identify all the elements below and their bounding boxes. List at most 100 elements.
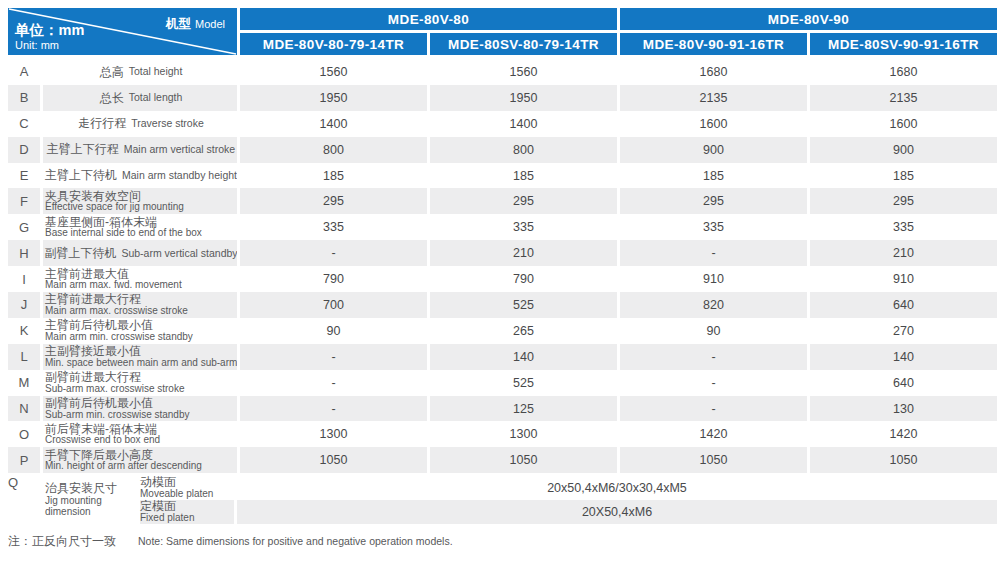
row-label: 副臂上下待机Sub-arm vertical standby [43, 240, 237, 266]
row-value: 1950 [240, 85, 427, 111]
unit-axis-label: 单位：mm Unit: mm [15, 23, 84, 51]
row-label-en: Main arm max. fwd. movement [45, 280, 182, 291]
row-label-cn: 治具安装尺寸 [45, 482, 137, 495]
row-value: 640 [810, 292, 997, 318]
row-label-cn: 副臂前后待机最小值 [45, 397, 153, 410]
row-value: 185 [430, 163, 617, 189]
row-value: - [620, 370, 807, 396]
row-value: 185 [810, 163, 997, 189]
platen-label-en: Moveable platen [140, 489, 234, 500]
unit-label-en: Unit: mm [15, 39, 84, 51]
row-label: 主臂前后待机最小值Main arm min. crosswise standby [43, 318, 237, 344]
row-label-cn: 主臂前后待机最小值 [45, 319, 153, 332]
row-label-en: Jig mounting [45, 495, 137, 506]
row-value: 800 [240, 137, 427, 163]
row-label: 主副臂接近最小值Min. space between main arm and … [43, 344, 237, 370]
row-label: 副臂前后待机最小值Sub-arm min. crosswise standby [43, 396, 237, 422]
row-value: 1560 [430, 59, 617, 85]
row-letter: M [8, 370, 40, 396]
jig-sub-rows: 动模面 Moveable platen 20x50,4xM6/30x30,4xM… [140, 475, 997, 524]
footer-note-en: Note: Same dimensions for positive and n… [138, 535, 453, 547]
platen-label-en: Fixed platen [140, 513, 234, 524]
row-value: 20x50,4xM6/30x30,4xM5 [237, 475, 997, 500]
model-group-header-80: MDE-80V-80 [240, 8, 617, 30]
row-value: 335 [430, 214, 617, 240]
row-value: 140 [810, 344, 997, 370]
row-label-en: Sub-arm min. crosswise standby [45, 410, 190, 421]
row-value: 700 [240, 292, 427, 318]
model-group-header-90: MDE-80V-90 [620, 8, 997, 30]
row-value: 1420 [620, 421, 807, 447]
table-row: P手臂下降后最小高度Min. height of arm after desce… [8, 447, 997, 473]
row-label: 手臂下降后最小高度Min. height of arm after descen… [43, 447, 237, 473]
table-header: 机型 Model 单位：mm Unit: mm MDE-80V-80 MDE-80… [8, 8, 997, 55]
table-row: N副臂前后待机最小值Sub-arm min. crosswise standby… [8, 396, 997, 422]
row-label-en: dimension [45, 506, 137, 517]
row-value: 1400 [430, 111, 617, 137]
row-label-en: Effective space for jig mounting [45, 202, 184, 213]
row-letter: P [8, 447, 40, 473]
row-value: 790 [240, 266, 427, 292]
row-label-en: Sub-arm vertical standby [121, 248, 237, 259]
row-value: 1420 [810, 421, 997, 447]
table-row: J主臂前进最大行程Main arm max. crosswise stroke7… [8, 292, 997, 318]
row-label: 基座里侧面-箱体末端Base internal side to end of t… [43, 214, 237, 240]
spec-sheet-page: 机型 Model 单位：mm Unit: mm MDE-80V-80 MDE-80… [0, 0, 1000, 563]
table-row: E主臂上下待机Main arm standby height1851851851… [8, 163, 997, 189]
row-label-en: Sub-arm max. crosswise stroke [45, 384, 184, 395]
footer-note: 注：正反向尺寸一致 Note: Same dimensions for posi… [8, 533, 997, 550]
corner-cell: 机型 Model 单位：mm Unit: mm [8, 8, 237, 55]
table-row: L主副臂接近最小值Min. space between main arm and… [8, 344, 997, 370]
table-row: G基座里侧面-箱体末端Base internal side to end of … [8, 214, 997, 240]
row-value: - [240, 396, 427, 422]
row-letter: J [8, 292, 40, 318]
row-label-en: Main arm max. crosswise stroke [45, 306, 188, 317]
row-value: 820 [620, 292, 807, 318]
row-value: 210 [810, 240, 997, 266]
row-value: 900 [620, 137, 807, 163]
row-value: 1680 [810, 59, 997, 85]
model-label-en: Model [195, 18, 225, 30]
table-row: K主臂前后待机最小值Main arm min. crosswise standb… [8, 318, 997, 344]
row-label-cn: 总长 [100, 92, 124, 105]
row-label-en: Base internal side to end of the box [45, 228, 202, 239]
row-letter: H [8, 240, 40, 266]
row-value: 210 [430, 240, 617, 266]
row-value: 1950 [430, 85, 617, 111]
table-row: B总长Total length1950195021352135 [8, 85, 997, 111]
row-label-cn: 主臂上下待机 [45, 169, 117, 182]
row-value: 1680 [620, 59, 807, 85]
row-letter: A [8, 59, 40, 85]
row-value: - [620, 344, 807, 370]
row-label-cn: 走行行程 [78, 117, 126, 130]
row-value: 270 [810, 318, 997, 344]
model-headers: MDE-80V-80 MDE-80V-90 MDE-80V-80-79-14TR… [240, 8, 997, 55]
row-value: 1050 [430, 447, 617, 473]
row-label-en: Total height [129, 66, 183, 77]
row-value: 2135 [620, 85, 807, 111]
row-label: 主臂前进最大行程Main arm max. crosswise stroke [43, 292, 237, 318]
row-value: - [240, 370, 427, 396]
model-column-header-3: MDE-80V-90-91-16TR [620, 33, 807, 55]
row-value: 2135 [810, 85, 997, 111]
table-body: A总高Total height1560156016801680B总长Total … [8, 59, 997, 473]
row-label-en: Traverse stroke [131, 118, 204, 129]
row-value: 910 [810, 266, 997, 292]
table-row: I主臂前进最大值Main arm max. fwd. movement79079… [8, 266, 997, 292]
row-label: 治具安装尺寸 Jig mounting dimension [43, 475, 137, 524]
jig-sub-row-fixed: 定模面 Fixed platen 20X50,4xM6 [140, 500, 997, 525]
row-letter: B [8, 85, 40, 111]
row-label-en: Min. height of arm after descending [45, 461, 202, 472]
row-letter: N [8, 396, 40, 422]
model-label-cn: 机型 [166, 17, 191, 31]
row-value: 20X50,4xM6 [237, 500, 997, 525]
row-value: 900 [810, 137, 997, 163]
row-label-cn: 主臂上下行程 [47, 143, 119, 156]
row-value: 90 [240, 318, 427, 344]
row-label-en: Main arm min. crosswise standby [45, 332, 193, 343]
row-letter: I [8, 266, 40, 292]
row-value: 90 [620, 318, 807, 344]
row-value: 525 [430, 370, 617, 396]
row-value: 1560 [240, 59, 427, 85]
row-value: 265 [430, 318, 617, 344]
